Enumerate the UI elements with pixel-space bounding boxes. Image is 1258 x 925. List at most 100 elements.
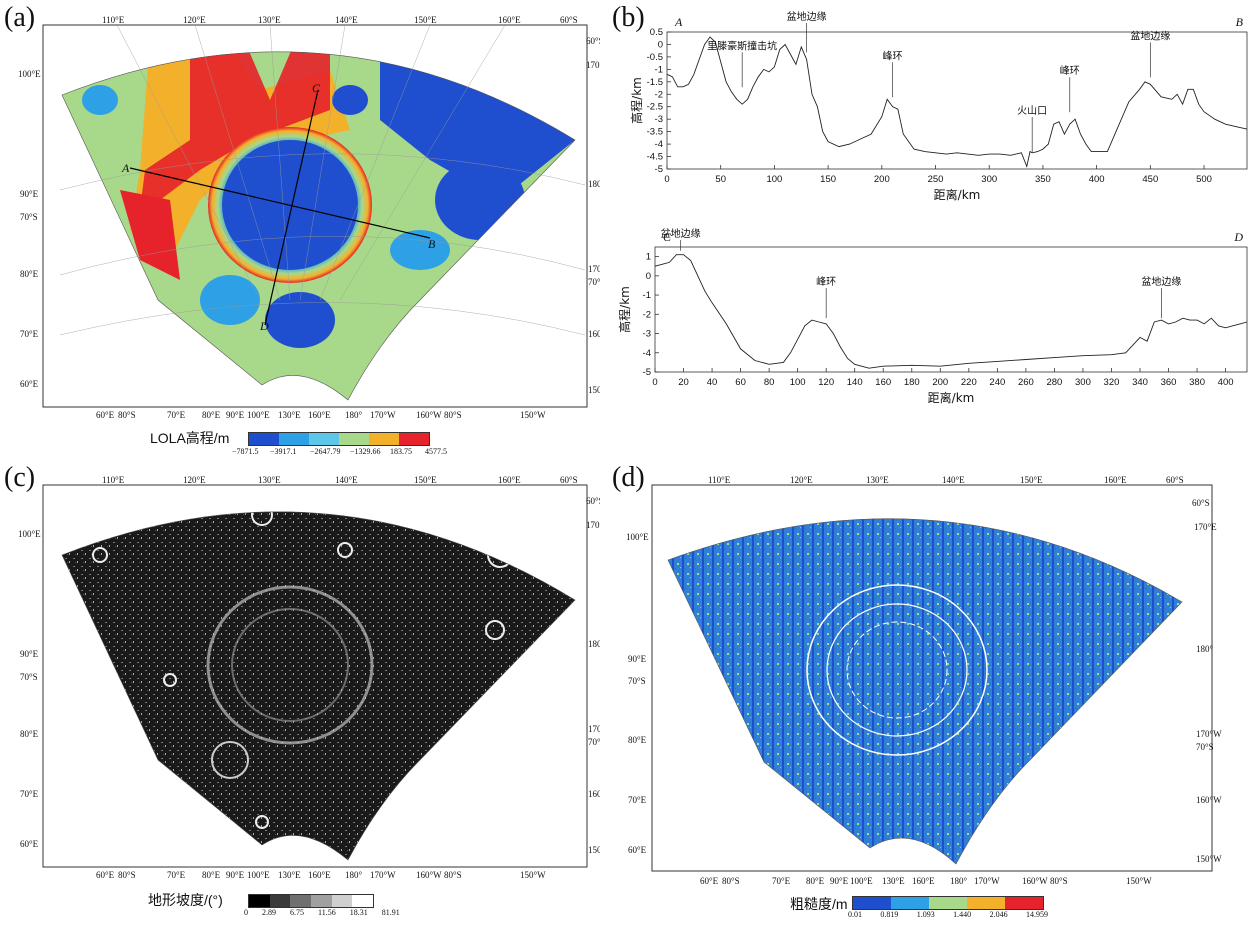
colorbar-d-tick: 1.093 (916, 910, 935, 919)
y-tick-label: 0 (646, 271, 651, 282)
x-tick-label: 380 (1189, 377, 1205, 388)
annotation-label: 火山口 (1017, 105, 1047, 117)
y-tick-label: -1 (655, 64, 663, 75)
coord-right-180: 180° (1196, 644, 1214, 654)
profile-ab-chart: 0 50 100 150 200 250 300 350 400 450 5000.50-0.5-1… (629, 10, 1248, 202)
x-tick-label: 40 (707, 377, 718, 388)
coord-left-70e: 70°E (20, 329, 39, 339)
coord-left-70e: 70°E (628, 795, 647, 805)
colorbar-c-title: 地形坡度/(°) (148, 892, 223, 908)
x-tick-label: 0 (664, 174, 669, 185)
x-tick-label: 100 (766, 174, 782, 185)
coord-right-170w: 170°W (588, 264, 600, 274)
coord-top-130e: 130°E (258, 475, 281, 485)
colorbar-d (852, 896, 1044, 910)
colorbar-a-tick: −7871.5 (232, 447, 259, 456)
x-tick-label: 20 (678, 377, 689, 388)
coord-bottom-150w: 150°W (1126, 876, 1152, 886)
colorbar-a-swatch (279, 433, 309, 445)
x-axis-label: 距离/km (928, 390, 975, 405)
coord-right-180: 180° (588, 179, 600, 189)
colorbar-a-swatch (249, 433, 279, 445)
coord-top-130e: 130°E (866, 475, 889, 485)
coord-top-150e: 150°E (414, 15, 437, 25)
coord-bottom-60e: 60°E (96, 870, 115, 880)
profile-line (666, 36, 1248, 169)
slope-map-svg: 110°E 120°E 130°E 140°E 150°E 160°E 60°S… (18, 475, 614, 880)
x-tick-label: 320 (1104, 377, 1120, 388)
coord-top-60s: 60°S (560, 475, 578, 485)
coord-bottom-150w: 150°W (520, 870, 546, 880)
x-tick-label: 340 (1132, 377, 1148, 388)
y-tick-label: -4 (655, 139, 663, 150)
colorbar-c (248, 894, 374, 908)
y-tick-label: -5 (643, 367, 651, 378)
colorbar-a-tick: −3917.1 (270, 447, 297, 456)
coord-bottom-160w: 160°W (1022, 876, 1048, 886)
x-tick-label: 400 (1218, 377, 1234, 388)
coord-bottom-160e: 160°E (308, 410, 331, 420)
coord-bottom-80s: 80°S (118, 870, 136, 880)
panel-a-label: (a) (4, 2, 36, 33)
profile-a-end: A (121, 161, 130, 175)
colorbar-d-tick: 14.959 (1025, 910, 1048, 919)
y-tick-label: -0.5 (647, 52, 663, 63)
coord-bottom-80e: 80°E (202, 410, 221, 420)
y-tick-label: -2 (655, 89, 663, 100)
y-tick-label: -4.5 (647, 152, 663, 163)
coord-right-160w: 160°W (588, 329, 600, 339)
x-tick-label: 60 (735, 377, 746, 388)
coord-bottom-80s-right: 80°S (444, 410, 462, 420)
coord-bottom-150w: 150°W (520, 410, 546, 420)
coord-left-80e: 80°E (628, 735, 647, 745)
y-tick-label: -3 (643, 329, 651, 340)
profile-lines (129, 89, 431, 326)
coord-top-140e: 140°E (335, 15, 358, 25)
coord-bottom-160e: 160°E (308, 870, 331, 880)
colorbar-d-ticks: 0.01 0.819 1.093 1.440 2.046 14.959 (848, 910, 1048, 919)
coord-top-140e: 140°E (942, 475, 965, 485)
colorbar-d-swatch (929, 897, 967, 909)
colorbar-c-ticks: 0 2.89 6.75 11.56 18.31 81.91 (244, 908, 400, 917)
colorbar-a-tick: 4577.5 (425, 447, 447, 456)
coord-top-60s: 60°S (560, 15, 578, 25)
y-axis-label: 高程/km (629, 77, 644, 124)
colorbar-a-swatch (369, 433, 399, 445)
coord-top-160e: 160°E (498, 15, 521, 25)
y-tick-label: -3.5 (647, 127, 663, 138)
coord-top-160e: 160°E (1104, 475, 1127, 485)
x-tick-label: 500 (1196, 174, 1212, 185)
coord-right-70s: 70°S (588, 737, 600, 747)
coord-bottom-170w: 170°W (370, 870, 396, 880)
coord-bottom-90e: 90°E (226, 410, 245, 420)
colorbar-a-swatch (339, 433, 369, 445)
annotation-label: 盆地边缘 (1141, 275, 1181, 288)
y-tick-label: -1.5 (647, 77, 663, 88)
x-tick-label: 220 (961, 377, 977, 388)
coord-right-70s: 70°S (1196, 742, 1214, 752)
y-tick-label: 1 (646, 252, 651, 263)
coord-top-110e: 110°E (102, 15, 125, 25)
x-tick-label: 300 (981, 174, 997, 185)
colorbar-c-tick: 81.91 (381, 908, 400, 917)
colorbar-d-swatch (1005, 897, 1043, 909)
panel-a-elevation-map: A B C D 110°E 120°E 130°E 140°E 150°E 16… (0, 0, 614, 460)
colorbar-c-swatch (311, 895, 332, 907)
colorbar-c-tick: 0 (244, 908, 248, 917)
colorbar-c-tick: 11.56 (318, 908, 336, 917)
colorbar-a-swatch (309, 433, 339, 445)
colorbar-a-title: LOLA高程/m (150, 430, 230, 446)
coord-bottom-180: 180° (345, 410, 363, 420)
colorbar-a-swatch (399, 433, 429, 445)
coord-top-120e: 120°E (183, 475, 206, 485)
coord-bottom-70e: 70°E (772, 876, 791, 886)
coord-right-170w: 170°W (588, 724, 600, 734)
coord-left-70s: 70°S (628, 676, 646, 686)
colorbar-c-swatch (331, 895, 353, 907)
coord-bottom-70e: 70°E (167, 410, 186, 420)
coord-top-60s: 60°S (1166, 475, 1184, 485)
coord-bottom-90e: 90°E (226, 870, 245, 880)
colorbar-d-tick: 1.440 (953, 910, 972, 919)
coord-bottom-160e: 160°E (912, 876, 935, 886)
coord-bottom-80s-right: 80°S (444, 870, 462, 880)
